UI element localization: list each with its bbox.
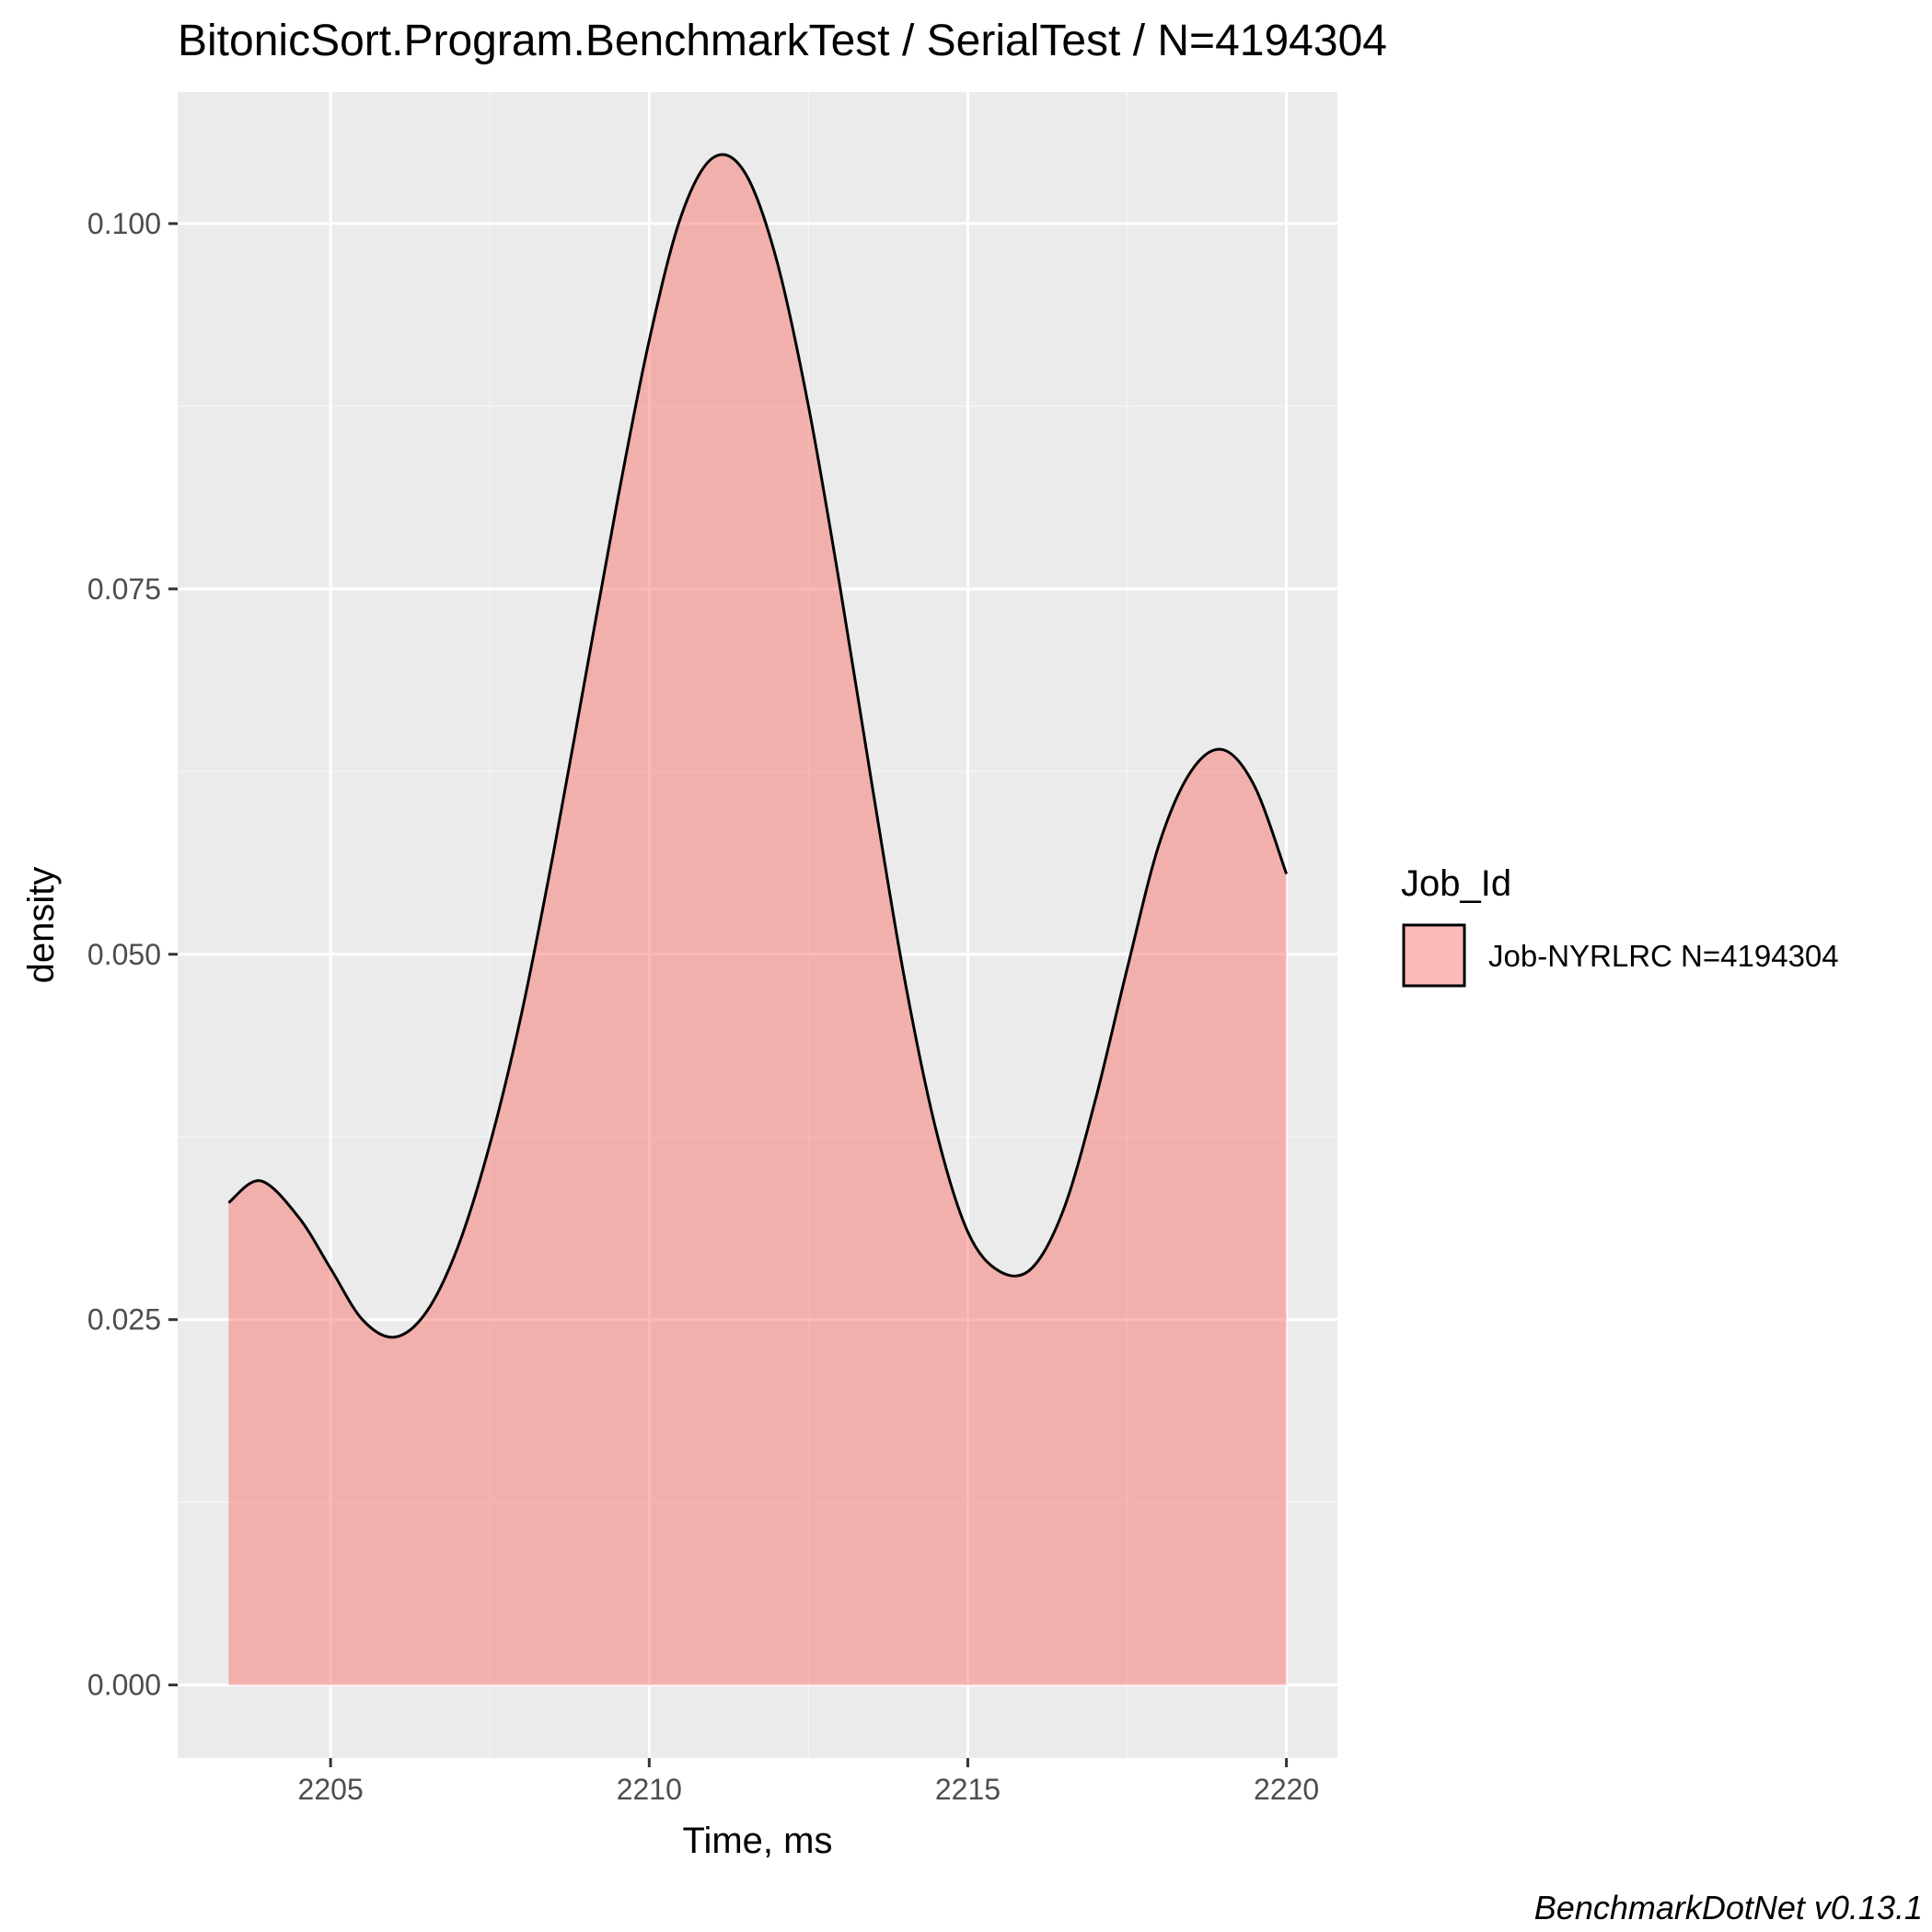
density-area	[228, 154, 1287, 1685]
x-axis-label: Time, ms	[683, 1821, 833, 1861]
legend-entry-label: Job-NYRLRC N=4194304	[1488, 939, 1839, 973]
y-tick-label: 0.025	[87, 1303, 161, 1336]
x-tick-label: 2205	[298, 1773, 364, 1806]
y-tick-label: 0.050	[87, 938, 161, 971]
y-axis: 0.000 0.025 0.050 0.075 0.100	[87, 207, 178, 1702]
y-tick-label: 0.000	[87, 1669, 161, 1702]
legend: Job_Id Job-NYRLRC N=4194304	[1401, 863, 1839, 988]
density-series	[227, 153, 1289, 1685]
y-tick-label: 0.100	[87, 207, 161, 240]
x-tick-label: 2210	[617, 1773, 682, 1806]
x-tick-label: 2220	[1254, 1773, 1319, 1806]
legend-key-swatch	[1402, 923, 1466, 988]
y-axis-label: density	[21, 867, 62, 984]
chart-title: BitonicSort.Program.BenchmarkTest / Seri…	[178, 17, 1387, 65]
y-tick-label: 0.075	[87, 573, 161, 606]
legend-title: Job_Id	[1401, 863, 1511, 904]
x-axis: 2205 2210 2215 2220	[298, 1758, 1319, 1806]
benchmark-caption: BenchmarkDotNet v0.13.1	[1534, 1889, 1923, 1926]
x-tick-label: 2215	[935, 1773, 1001, 1806]
density-outline	[227, 153, 1289, 1339]
